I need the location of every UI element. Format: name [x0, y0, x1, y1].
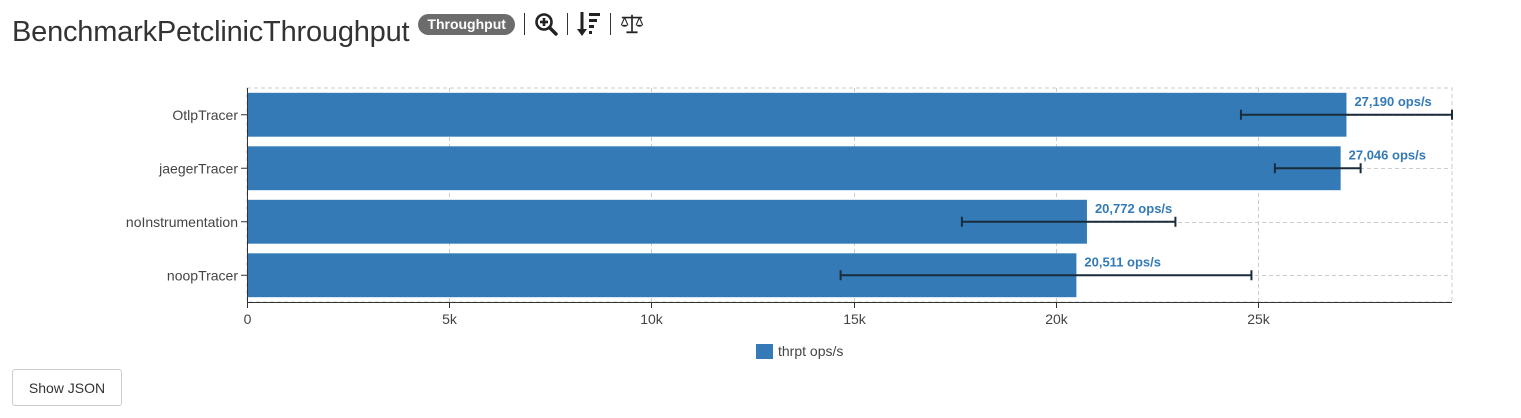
page-title: BenchmarkPetclinicThroughput: [12, 15, 410, 48]
x-tick-label: 10k: [640, 311, 664, 327]
chart-header: BenchmarkPetclinicThroughput Throughput: [12, 10, 644, 54]
value-label-group: 27,190 ops/s 27,046 ops/s 20,772 ops/s 20,5…: [1084, 94, 1431, 270]
x-tick-label: 15k: [843, 311, 867, 327]
chart-legend: thrpt ops/s: [756, 343, 843, 359]
data-label: 20,511 ops/s: [1084, 254, 1161, 269]
mode-badge: Throughput: [418, 13, 515, 35]
bar-group: [247, 92, 1347, 298]
y-tick-label: jaegerTracer: [158, 160, 238, 176]
bar: [247, 199, 1087, 244]
data-label: 20,772 ops/s: [1095, 201, 1172, 216]
show-json-button[interactable]: Show JSON: [12, 369, 122, 406]
separator: [609, 13, 611, 35]
data-label: 27,046 ops/s: [1349, 147, 1426, 162]
bar: [247, 92, 1347, 137]
y-tick-label: OtlpTracer: [172, 107, 238, 123]
sort-descending-icon[interactable]: [576, 12, 601, 36]
balance-scale-icon[interactable]: [620, 12, 644, 36]
error-bar-group: [839, 109, 1453, 281]
x-tick-label: 25k: [1247, 311, 1271, 327]
data-label: 27,190 ops/s: [1354, 94, 1431, 109]
legend-swatch: [756, 344, 773, 359]
separator: [566, 13, 568, 35]
y-tick-label: noInstrumentation: [126, 214, 238, 230]
separator: [523, 13, 525, 35]
legend-label: thrpt ops/s: [778, 343, 843, 359]
y-tick-label: noopTracer: [167, 267, 238, 283]
x-tick-label: 20k: [1045, 311, 1069, 327]
x-tick-label: 5k: [442, 311, 458, 327]
bar: [247, 146, 1341, 191]
throughput-chart: 27,190 ops/s 27,046 ops/s 20,772 ops/s 20,5…: [126, 87, 1453, 359]
chart-axes: OtlpTracer jaegerTracer noInstrumentation n…: [126, 88, 1452, 327]
zoom-in-icon[interactable]: [534, 12, 558, 36]
x-tick-label: 0: [244, 311, 252, 327]
